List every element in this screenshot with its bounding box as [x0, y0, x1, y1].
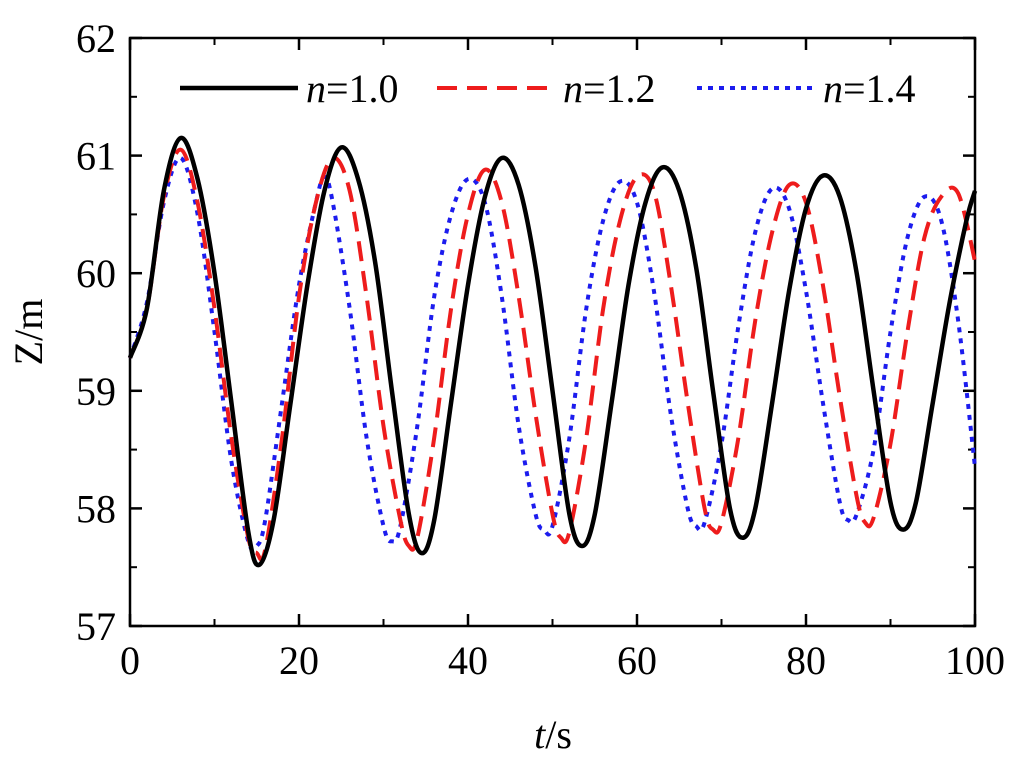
plot-frame [128, 36, 977, 628]
y-tick-label: 59 [76, 369, 116, 414]
legend-label: n=1.2 [563, 66, 656, 111]
y-tick-label: 58 [76, 486, 116, 531]
x-tick-label: 40 [448, 638, 488, 683]
legend-label: n=1.4 [823, 66, 916, 111]
x-tick-label: 100 [945, 638, 1005, 683]
y-axis-label: Z/m [6, 299, 51, 366]
x-axis-label: t/s [534, 712, 572, 757]
series-lines [127, 135, 978, 568]
x-tick-label: 20 [279, 638, 319, 683]
axis-ticks [128, 36, 977, 628]
legend: n=1.0 n=1.2 n=1.4 [180, 66, 916, 111]
x-tick-label: 80 [786, 638, 826, 683]
y-tick-label: 61 [76, 134, 116, 179]
y-tick-label: 62 [76, 16, 116, 61]
series-line-n-1-4 [128, 156, 977, 553]
y-tick-label: 57 [76, 604, 116, 649]
tick-labels: 0 20 40 60 80 100 57 58 59 60 61 62 [76, 16, 1005, 683]
series-line-n-1-0 [127, 135, 978, 568]
x-tick-label: 0 [120, 638, 140, 683]
series-line-n-1-2 [128, 147, 977, 562]
legend-label: n=1.0 [306, 66, 399, 111]
x-tick-label: 60 [617, 638, 657, 683]
y-tick-label: 60 [76, 251, 116, 296]
